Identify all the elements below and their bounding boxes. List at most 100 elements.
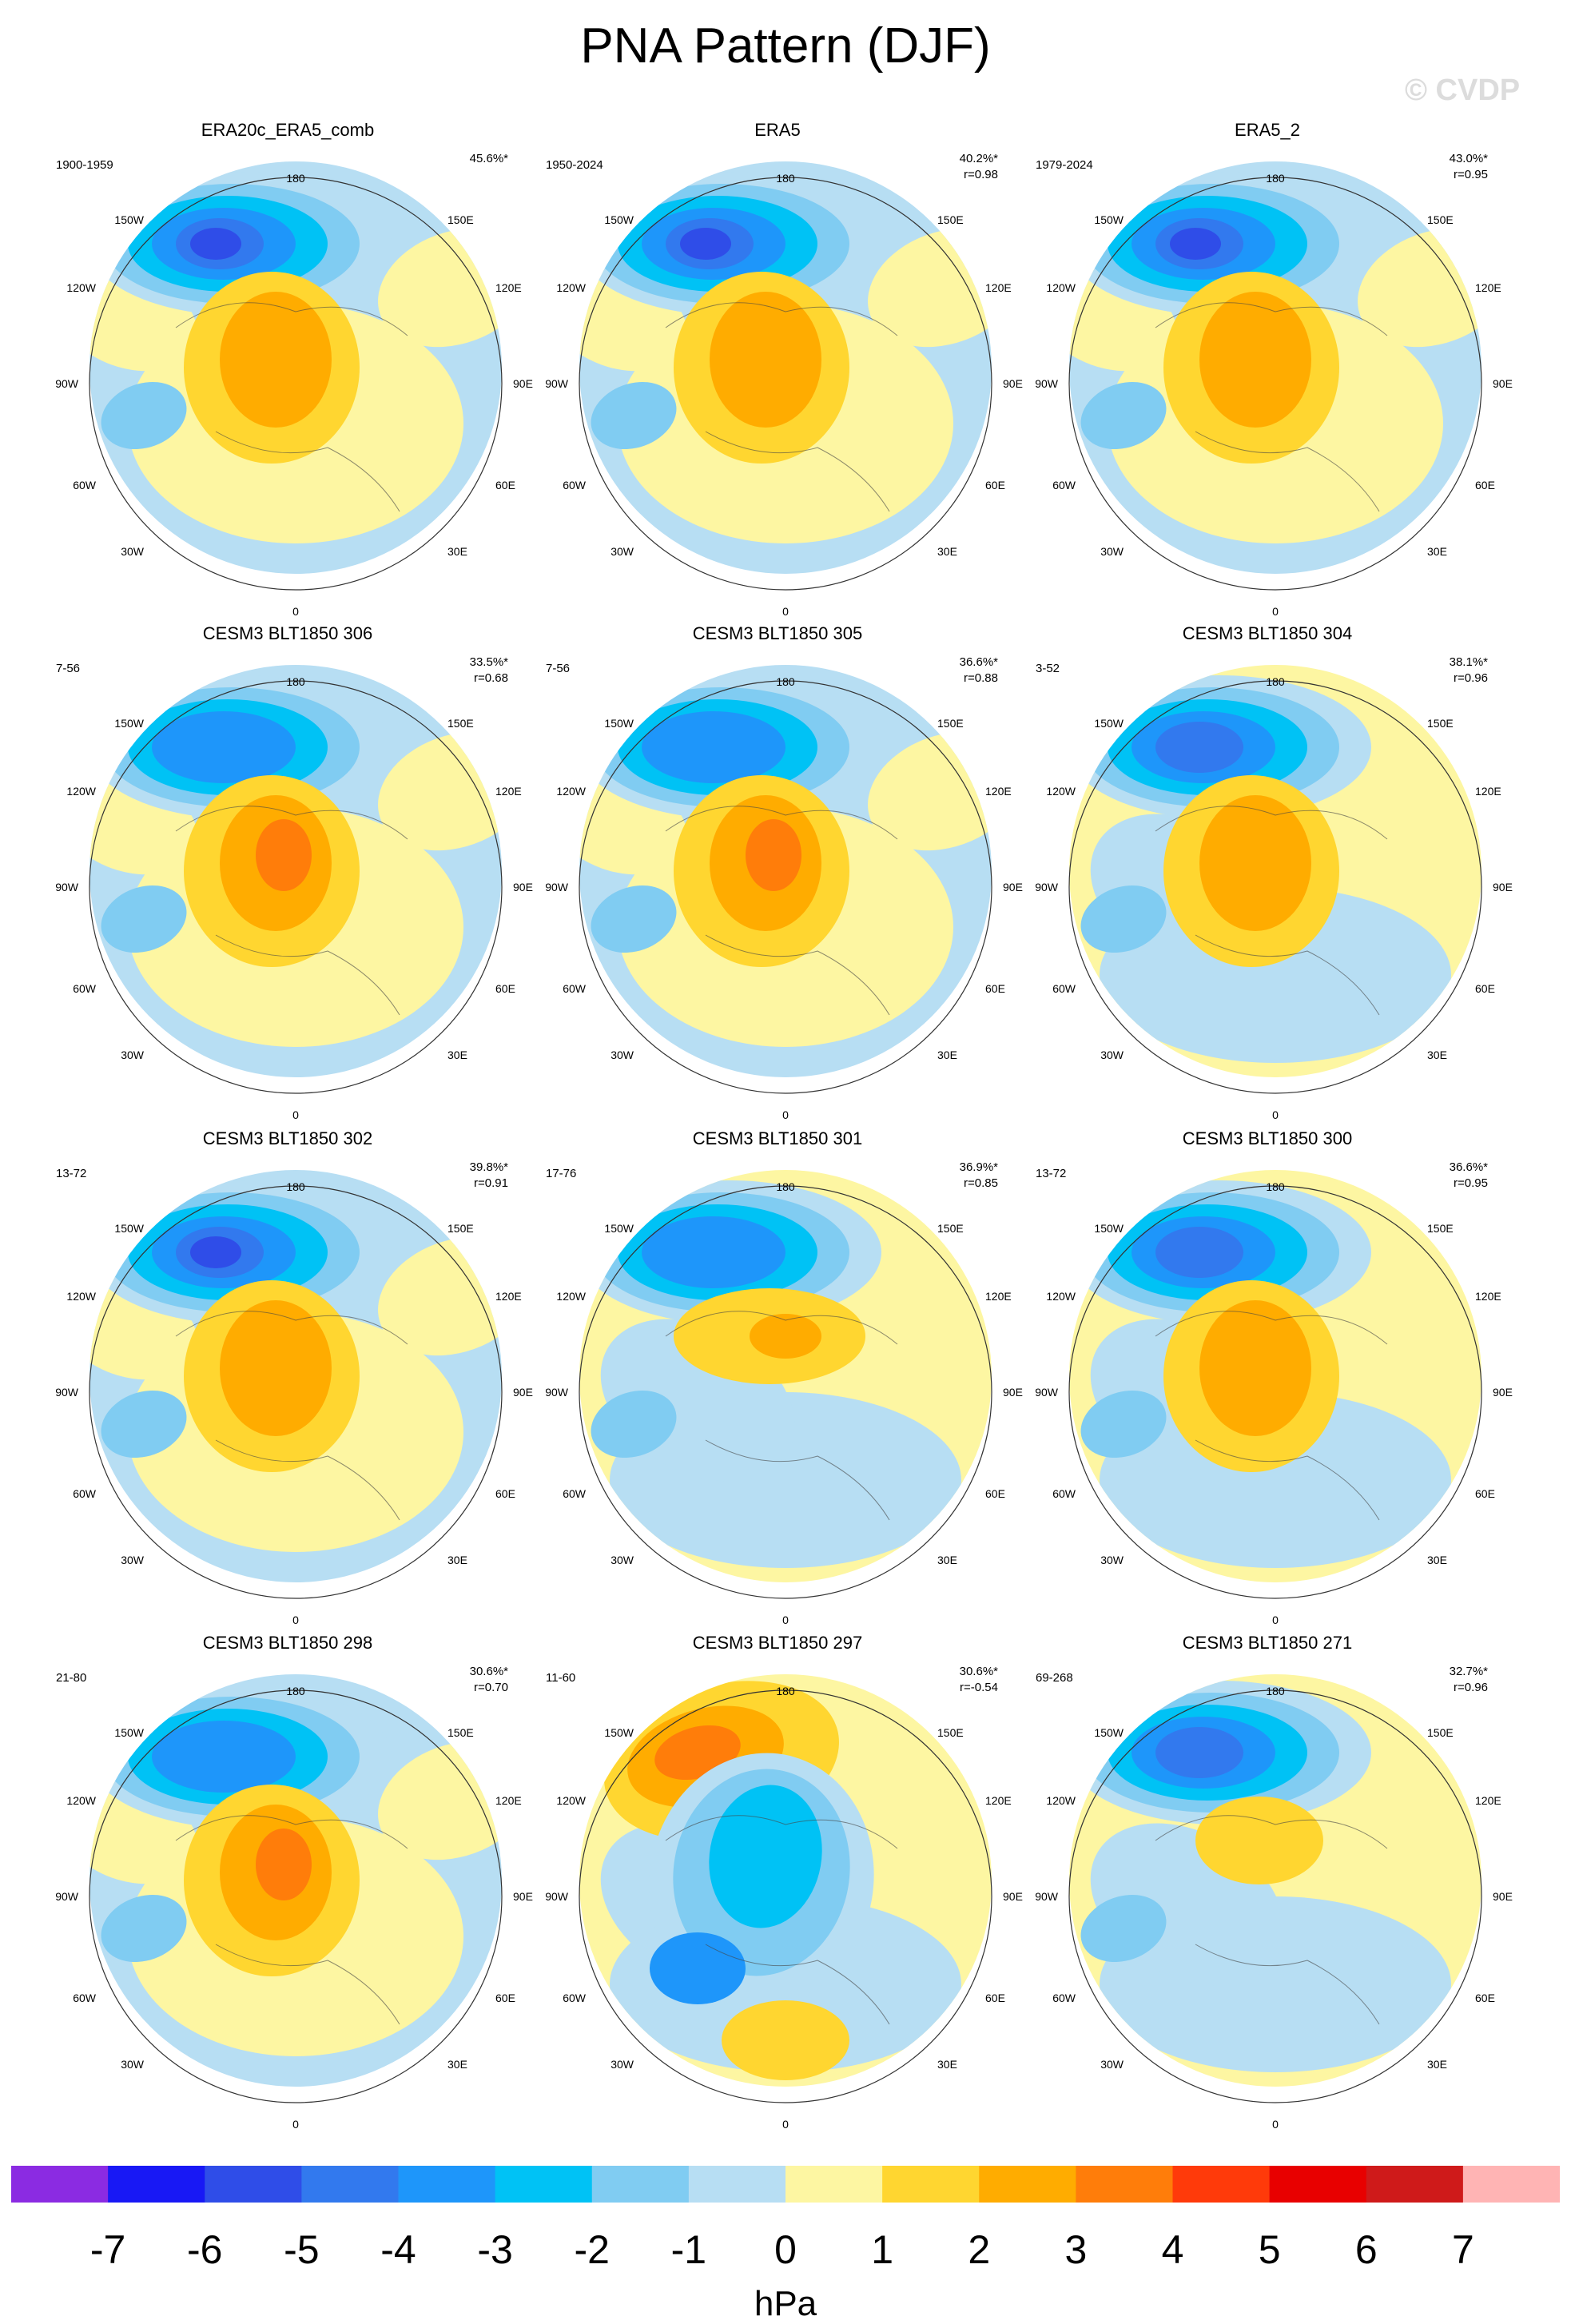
longitude-label: 30E <box>937 1554 957 1566</box>
longitude-label: 60E <box>1475 1992 1495 2004</box>
longitude-label: 120W <box>556 785 586 798</box>
longitude-label: 150E <box>1427 1222 1454 1235</box>
longitude-label: 180 <box>1266 675 1285 688</box>
longitude-label: 90W <box>1036 377 1059 390</box>
longitude-label: 30W <box>121 545 145 558</box>
panel-period: 13-72 <box>1036 1167 1067 1180</box>
polar-map: 180 0 90W 90E 150W 120W 150E 120E 60W 30W 60E 30E <box>546 1170 1023 1626</box>
panel-period: 1979-2024 <box>1036 158 1093 172</box>
longitude-label: 90W <box>56 1386 79 1399</box>
panel-variance-percent: 30.6%* <box>959 1665 998 1678</box>
longitude-label: 150W <box>604 1222 634 1235</box>
longitude-label: 60W <box>563 1992 587 2004</box>
longitude-label: 150W <box>1094 213 1124 226</box>
longitude-label: 180 <box>776 675 795 688</box>
colorbar-tick-label: 3 <box>1064 2227 1088 2272</box>
colorbar-swatch <box>205 2166 302 2203</box>
longitude-label: 150W <box>1094 1726 1124 1739</box>
longitude-label: 30E <box>1427 2058 1447 2071</box>
longitude-label: 30E <box>937 2058 957 2071</box>
longitude-label: 30E <box>447 1554 467 1566</box>
longitude-label: 0 <box>1272 605 1279 618</box>
longitude-label: 0 <box>782 605 789 618</box>
longitude-label: 60E <box>985 982 1005 995</box>
longitude-label: 120E <box>985 785 1012 798</box>
panel-pattern-correlation: r=0.98 <box>964 168 998 181</box>
longitude-label: 150W <box>1094 1222 1124 1235</box>
polar-map: 180 0 90W 90E 150W 120W 150E 120E 60W 30W 60E 30E <box>56 1170 533 1626</box>
panel-period: 21-80 <box>56 1671 87 1685</box>
colorbar-swatch <box>1172 2166 1271 2203</box>
panel-variance-percent: 36.6%* <box>959 655 998 669</box>
longitude-label: 180 <box>776 1685 795 1697</box>
longitude-label: 30W <box>1100 1554 1124 1566</box>
map-panel: ERA5_2 1979-2024 43.0%* r=0.95 180 0 90W 90E 150… <box>1036 120 1513 618</box>
panel-pattern-correlation: r=0.95 <box>1454 1176 1488 1190</box>
map-boundary <box>89 680 503 1094</box>
longitude-label: 120E <box>495 1290 522 1303</box>
map-boundary <box>89 1185 503 1599</box>
longitude-label: 180 <box>776 1180 795 1193</box>
longitude-label: 60E <box>985 479 1005 491</box>
panel-variance-percent: 36.6%* <box>1449 1160 1488 1174</box>
longitude-label: 120E <box>1475 1290 1501 1303</box>
longitude-label: 60E <box>985 1992 1005 2004</box>
longitude-label: 120W <box>66 1794 96 1807</box>
longitude-label: 30W <box>121 2058 145 2071</box>
longitude-label: 60W <box>1052 1487 1076 1500</box>
panel-pattern-correlation: r=0.88 <box>964 671 998 685</box>
longitude-label: 150E <box>1427 1726 1454 1739</box>
map-panel: CESM3 BLT1850 297 11-60 30.6%* r=-0.54 180 0 9… <box>546 1633 1023 2131</box>
longitude-label: 60E <box>1475 982 1495 995</box>
map-panel: CESM3 BLT1850 301 17-76 36.9%* r=0.85 180 0 90… <box>546 1128 1023 1626</box>
longitude-label: 180 <box>286 1685 305 1697</box>
longitude-label: 90E <box>513 377 533 390</box>
longitude-label: 30E <box>1427 1554 1447 1566</box>
longitude-label: 60E <box>985 1487 1005 1500</box>
colorbar-swatch <box>979 2166 1076 2203</box>
panel-period: 7-56 <box>546 662 571 675</box>
map-panel: CESM3 BLT1850 306 7-56 33.5%* r=0.68 180 0 90W… <box>56 623 533 1121</box>
colorbar-unit: hPa <box>754 2284 817 2323</box>
longitude-label: 60E <box>1475 1487 1495 1500</box>
longitude-label: 0 <box>782 1108 789 1121</box>
panel-title: CESM3 BLT1850 305 <box>692 623 863 643</box>
longitude-label: 120W <box>1046 785 1076 798</box>
longitude-label: 180 <box>1266 172 1285 185</box>
colorbar-swatch <box>1269 2166 1367 2203</box>
longitude-label: 90W <box>56 1890 79 1903</box>
longitude-label: 0 <box>292 1614 299 1626</box>
pressure-anomaly-field <box>1069 665 1482 1077</box>
longitude-label: 90E <box>513 1890 533 1903</box>
longitude-label: 150E <box>447 1222 474 1235</box>
colorbar-tick-label: -4 <box>380 2227 416 2272</box>
map-boundary <box>579 177 992 591</box>
longitude-label: 90W <box>56 881 79 893</box>
longitude-label: 60W <box>73 1992 97 2004</box>
longitude-label: 120W <box>1046 281 1076 294</box>
polar-map: 180 0 90W 90E 150W 120W 150E 120E 60W 30W 60E 30E <box>1036 1170 1513 1626</box>
longitude-label: 120W <box>1046 1290 1076 1303</box>
longitude-label: 120W <box>556 1794 586 1807</box>
longitude-label: 120E <box>495 281 522 294</box>
colorbar-tick-label: -2 <box>574 2227 610 2272</box>
panel-variance-percent: 33.5%* <box>469 655 508 669</box>
colorbar-swatch <box>11 2166 109 2203</box>
panel-pattern-correlation: r=0.91 <box>474 1176 508 1190</box>
colorbar <box>11 2166 1560 2203</box>
watermark: © CVDP <box>1405 74 1521 107</box>
longitude-label: 90W <box>1036 1890 1059 1903</box>
figure-title: PNA Pattern (DJF) <box>580 18 991 74</box>
panel-period: 1900-1959 <box>56 158 113 172</box>
panel-variance-percent: 40.2%* <box>959 152 998 165</box>
map-boundary <box>89 177 503 591</box>
panel-pattern-correlation: r=0.96 <box>1454 671 1488 685</box>
longitude-label: 150W <box>604 1726 634 1739</box>
colorbar-swatch <box>108 2166 205 2203</box>
longitude-label: 90W <box>546 881 569 893</box>
longitude-label: 150E <box>1427 213 1454 226</box>
panel-period: 69-268 <box>1036 1671 1073 1685</box>
map-boundary <box>1068 680 1482 1094</box>
panel-title: CESM3 BLT1850 304 <box>1182 623 1353 643</box>
longitude-label: 90W <box>1036 881 1059 893</box>
